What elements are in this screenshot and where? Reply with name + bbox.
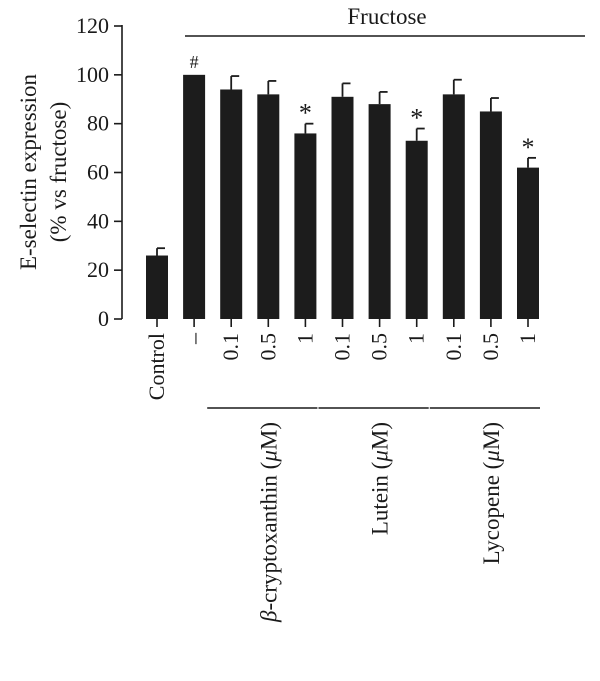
group-label-text: Lycopene (	[479, 462, 504, 565]
bar	[517, 167, 539, 319]
group-label-greek: β	[256, 610, 281, 623]
bar	[257, 94, 280, 319]
x-tick-label: 0.1	[330, 333, 355, 361]
y-axis-title-line2: (% vs fructose)	[46, 102, 71, 243]
hash-annotation: #	[190, 52, 199, 72]
bar	[405, 140, 428, 319]
group-label-text: -cryptoxanthin (	[256, 462, 281, 611]
group-label-end: M)	[256, 422, 281, 450]
bar	[220, 89, 243, 319]
y-tick-label: 120	[76, 13, 109, 38]
bar	[294, 133, 317, 319]
x-tick-label: –	[181, 332, 206, 345]
annotations: # * * *	[190, 52, 535, 162]
x-tick-label: 1	[404, 333, 429, 344]
bar	[146, 255, 168, 319]
x-tick-label: 1	[292, 333, 317, 344]
significance-asterisk: *	[299, 99, 312, 128]
bar	[479, 111, 502, 319]
y-tick-label: 80	[87, 111, 109, 136]
bar	[368, 104, 391, 319]
x-tick-label: 1	[515, 333, 540, 344]
y-tick-label: 60	[87, 160, 109, 185]
bars	[146, 74, 539, 319]
x-tick-label: 0.5	[255, 333, 280, 361]
group-label-unit: μ	[479, 450, 504, 463]
x-tick-label: 0.1	[441, 333, 466, 361]
group-label-end: M)	[479, 422, 504, 450]
x-tick-label: Control	[144, 333, 169, 400]
y-tick-label: 20	[87, 257, 109, 282]
bar	[183, 74, 206, 319]
significance-asterisk: *	[522, 133, 535, 162]
group-label: β-cryptoxanthin (μM)	[256, 422, 281, 623]
group-label-end: M)	[368, 422, 393, 450]
bar	[442, 94, 465, 319]
bar	[331, 96, 354, 319]
x-tick-label: 0.5	[367, 333, 392, 361]
group-label-unit: μ	[368, 450, 393, 463]
y-axis: 0 20 40 60 80 100 120	[76, 13, 123, 331]
x-axis-labels: Control –0.1 0.5 1 0.1 0.5 1 0.1 0.5 1β-cryptoxan…	[144, 319, 540, 623]
x-tick-label: 0.5	[478, 333, 503, 361]
y-tick-label: 0	[98, 306, 109, 331]
group-label-unit: μ	[256, 450, 281, 463]
group-label: Lutein (μM)	[368, 422, 393, 535]
y-tick-label: 40	[87, 208, 109, 233]
group-label-text: Lutein (	[368, 462, 393, 535]
group-label: Lycopene (μM)	[479, 422, 504, 565]
significance-asterisk: *	[410, 104, 423, 133]
fructose-label: Fructose	[347, 4, 426, 29]
y-axis-title-line1: E-selectin expression	[16, 73, 41, 270]
x-tick-label: 0.1	[218, 333, 243, 361]
y-tick-label: 100	[76, 62, 109, 87]
